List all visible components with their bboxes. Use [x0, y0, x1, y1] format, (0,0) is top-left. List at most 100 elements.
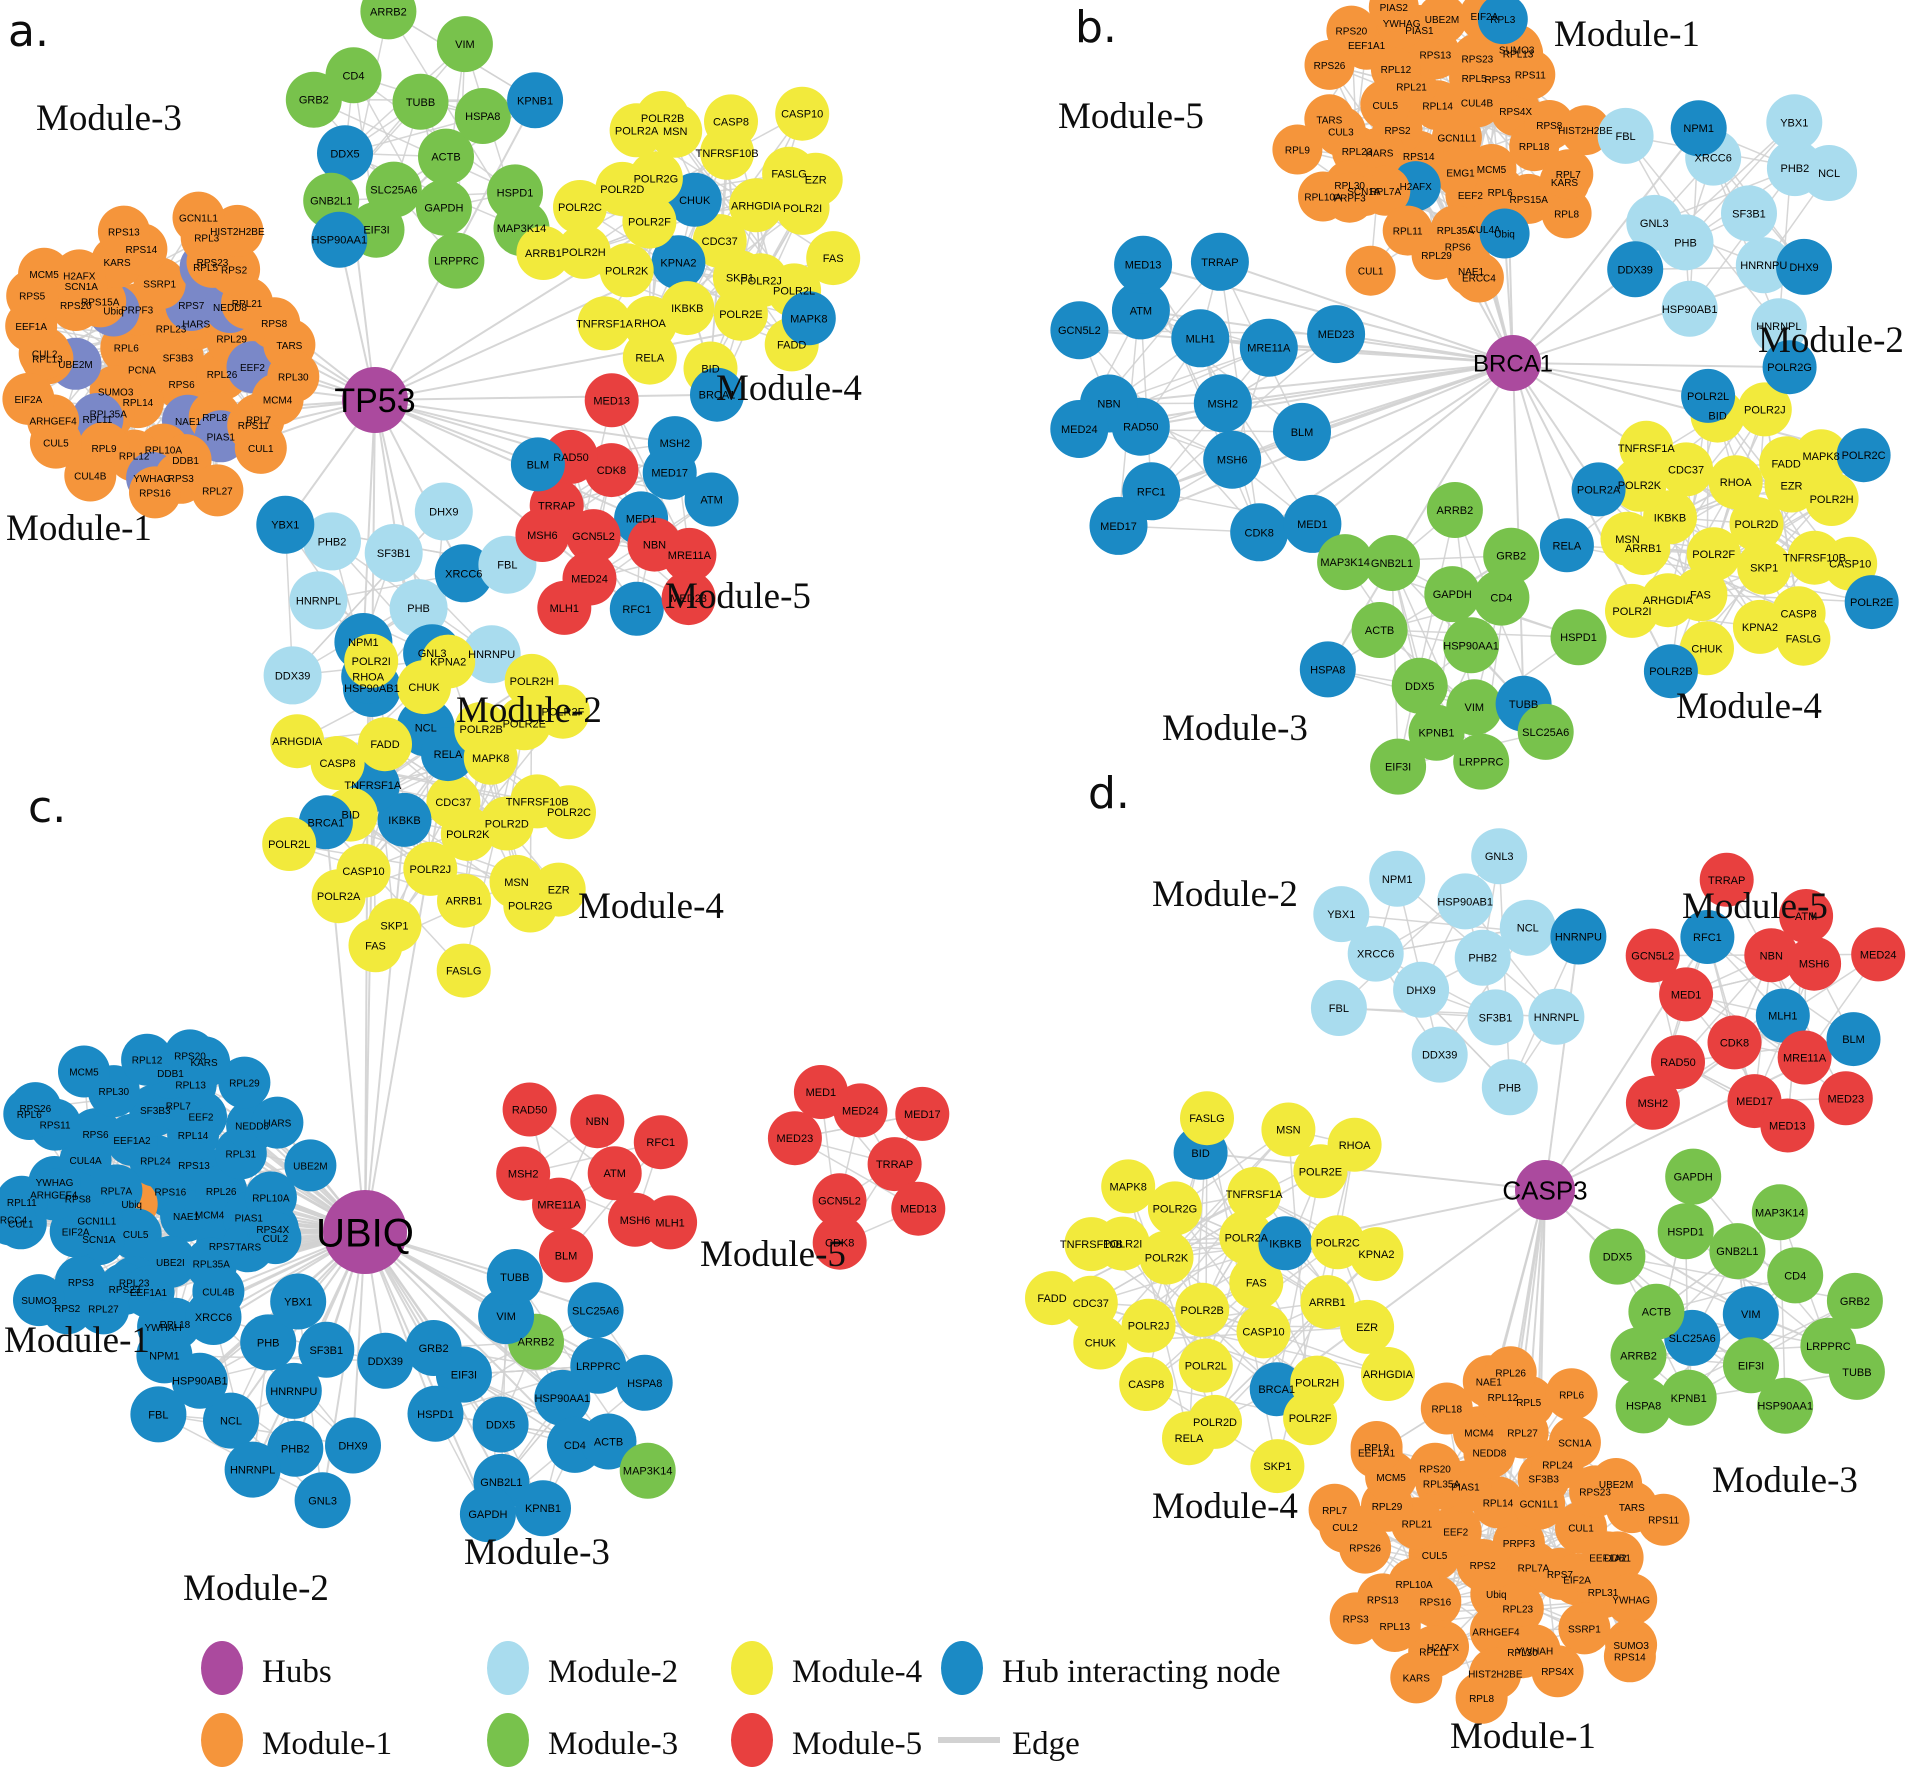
node-label-SF3B3: SF3B3	[1528, 1474, 1559, 1485]
node-label-RPL14: RPL14	[178, 1131, 209, 1142]
node-label-PRPF3: PRPF3	[121, 305, 154, 316]
node-label-RPS2: RPS2	[1470, 1561, 1497, 1572]
node-FBL	[1597, 107, 1654, 164]
node-label-TNFRSF10B: TNFRSF10B	[1060, 1239, 1123, 1251]
node-label-RPL29: RPL29	[216, 335, 247, 346]
node-label-PHB2: PHB2	[1781, 163, 1810, 175]
node-label-DDB1: DDB1	[157, 1069, 184, 1080]
node-label-RPL10A: RPL10A	[1395, 1580, 1433, 1591]
node-label-BLM: BLM	[555, 1251, 578, 1263]
node-DHX9	[325, 1417, 381, 1474]
node-SKP1	[1250, 1439, 1305, 1494]
node-label-HSP90AA1: HSP90AA1	[1757, 1401, 1813, 1413]
node-HSP90AA1	[1443, 617, 1500, 674]
node-TRRAP	[1190, 232, 1249, 291]
node-SF3B1	[1467, 989, 1524, 1046]
node-BLM	[1826, 1012, 1881, 1067]
node-label-TNFRSF1A: TNFRSF1A	[1226, 1189, 1284, 1201]
node-label-LRPPRC: LRPPRC	[576, 1361, 621, 1373]
node-DHX9	[414, 482, 473, 541]
node-label-HNRNPU: HNRNPU	[1740, 260, 1787, 272]
node-label-RPL10A: RPL10A	[252, 1193, 290, 1204]
node-label-EEF1A2: EEF1A2	[1589, 1553, 1627, 1564]
node-XRCC6	[1347, 925, 1404, 982]
node-label-XRCC6: XRCC6	[445, 568, 482, 580]
node-RFC1	[1680, 910, 1735, 964]
node-label-POLR2F: POLR2F	[1289, 1413, 1332, 1425]
node-BLM	[510, 437, 565, 492]
node-ACTB	[580, 1413, 637, 1470]
legend-swatch-module4	[731, 1641, 773, 1695]
node-label-FAS: FAS	[1246, 1278, 1267, 1290]
module-label-a-2: Module-1	[6, 508, 152, 549]
node-label-RPL12: RPL12	[1381, 65, 1412, 76]
node-HNRNPU	[1550, 908, 1607, 965]
node-RPS11	[1637, 1493, 1690, 1546]
node-label-RPS4X: RPS4X	[256, 1225, 289, 1236]
node-label-CUL1: CUL1	[1568, 1524, 1594, 1535]
node-label-HSPD1: HSPD1	[497, 187, 534, 199]
node-POLR2F	[1283, 1391, 1338, 1446]
legend-swatch-module3	[487, 1713, 529, 1767]
node-label-NPM1: NPM1	[1683, 123, 1714, 135]
node-NPM1	[136, 1327, 193, 1384]
node-label-BRCA1: BRCA1	[1258, 1384, 1295, 1396]
node-label-MED17: MED17	[1100, 521, 1137, 533]
node-ARRB2	[1426, 482, 1483, 538]
node-label-CDK8: CDK8	[1245, 527, 1274, 539]
node-CDK8	[812, 1215, 867, 1270]
node-label-ATM: ATM	[700, 495, 722, 507]
node-label-SCN1A: SCN1A	[82, 1235, 116, 1246]
node-label-KPNA2: KPNA2	[660, 257, 696, 269]
node-RPL26	[1484, 1346, 1537, 1399]
node-label-BID: BID	[342, 810, 360, 822]
node-label-RPL13: RPL13	[1380, 1622, 1411, 1633]
node-label-RPL6: RPL6	[1559, 1390, 1584, 1401]
node-label-CASP8: CASP8	[1781, 608, 1817, 620]
node-label-MLH1: MLH1	[1186, 333, 1215, 345]
node-label-FBL: FBL	[497, 560, 517, 572]
node-label-RPL12: RPL12	[119, 452, 150, 463]
node-label-ERCC4: ERCC4	[0, 1215, 28, 1226]
node-RPS26	[9, 1082, 62, 1135]
node-label-DDX39: DDX39	[275, 670, 310, 682]
module-label-a-1: Module-4	[716, 368, 862, 409]
node-label-HARS: HARS	[264, 1119, 292, 1130]
node-MSN	[1261, 1102, 1316, 1157]
node-label-RPL23: RPL23	[156, 325, 187, 336]
node-label-CD4: CD4	[342, 70, 364, 82]
node-label-MSH6: MSH6	[1799, 959, 1830, 971]
node-label-RPS20: RPS20	[1419, 1465, 1451, 1476]
node-RPS23	[1452, 33, 1503, 84]
node-label-RPS20: RPS20	[60, 301, 92, 312]
node-RPL29	[218, 1056, 271, 1109]
node-label-TNFRSF1A: TNFRSF1A	[576, 318, 634, 330]
node-label-GRB2: GRB2	[299, 95, 329, 107]
node-label-KPNB1: KPNB1	[1418, 728, 1454, 740]
node-label-MCM5: MCM5	[29, 270, 59, 281]
node-HSPA8	[454, 88, 511, 144]
node-MED13	[891, 1181, 946, 1236]
node-label-HSP90AB1: HSP90AB1	[172, 1376, 228, 1388]
node-label-VIM: VIM	[496, 1311, 516, 1323]
legend-swatch-module5	[731, 1713, 773, 1767]
node-label-POLR2G: POLR2G	[1153, 1203, 1198, 1215]
node-label-FAS: FAS	[365, 940, 386, 952]
node-POLR2B	[454, 702, 509, 756]
node-POLR2C	[1836, 428, 1891, 483]
node-POLR2B	[635, 91, 690, 145]
node-POLR2B	[1175, 1282, 1230, 1337]
node-label-POLR2K: POLR2K	[605, 265, 649, 277]
node-RHOA	[1327, 1117, 1382, 1172]
node-TNFRSF10B	[1064, 1217, 1119, 1272]
node-ARRB1	[516, 226, 571, 280]
node-label-MED23: MED23	[1827, 1093, 1864, 1105]
node-label-FADD: FADD	[1037, 1293, 1066, 1305]
node-POLR2I	[1605, 583, 1659, 638]
node-label-POLR2E: POLR2E	[719, 309, 762, 321]
node-label-RPL13: RPL13	[1503, 50, 1534, 61]
hub-node-UBIQ	[323, 1190, 407, 1274]
node-CDC37	[1659, 442, 1714, 497]
node-label-GCN5L2: GCN5L2	[1631, 951, 1674, 963]
node-label-YWHAG: YWHAG	[1612, 1595, 1650, 1606]
